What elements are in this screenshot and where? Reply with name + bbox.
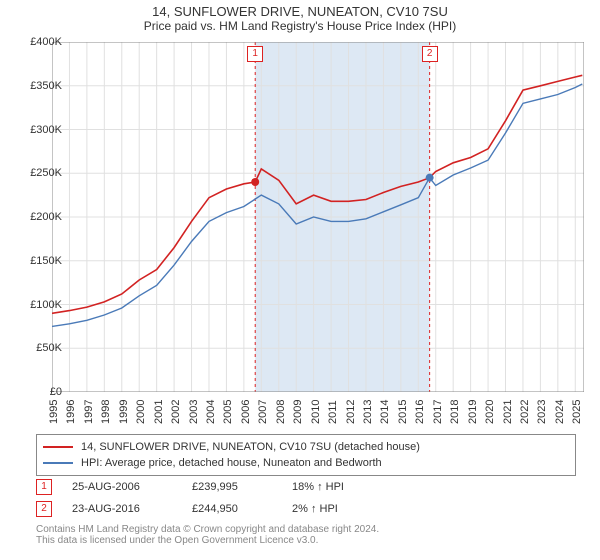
x-tick-label: 2013 (362, 400, 374, 424)
page-subtitle: Price paid vs. HM Land Registry's House … (0, 19, 600, 35)
x-tick-label: 2017 (432, 400, 444, 424)
x-tick-label: 2004 (205, 400, 217, 424)
x-tick-label: 2024 (554, 400, 566, 424)
x-tick-label: 2005 (222, 400, 234, 424)
x-tick-label: 2012 (345, 400, 357, 424)
footer-line: Contains HM Land Registry data © Crown c… (36, 524, 379, 535)
page-title: 14, SUNFLOWER DRIVE, NUNEATON, CV10 7SU (0, 0, 600, 19)
x-tick-label: 2008 (275, 400, 287, 424)
sale-diff: 18% ↑ HPI (292, 481, 344, 493)
x-tick-label: 1999 (118, 400, 130, 424)
table-row: 1 25-AUG-2006 £239,995 18% ↑ HPI (36, 476, 344, 498)
x-tick-label: 2006 (240, 400, 252, 424)
legend-swatch (43, 462, 73, 464)
y-tick-label: £250K (30, 167, 62, 179)
x-tick-label: 1998 (100, 400, 112, 424)
chart (52, 42, 584, 392)
footer-line: This data is licensed under the Open Gov… (36, 535, 379, 546)
x-tick-label: 2023 (536, 400, 548, 424)
sale-price: £239,995 (192, 481, 272, 493)
sale-marker-badge: 2 (422, 46, 438, 62)
legend: 14, SUNFLOWER DRIVE, NUNEATON, CV10 7SU … (36, 434, 576, 476)
x-tick-label: 2011 (327, 400, 339, 424)
table-row: 2 23-AUG-2016 £244,950 2% ↑ HPI (36, 498, 344, 520)
y-tick-label: £50K (36, 342, 62, 354)
x-tick-label: 2020 (484, 400, 496, 424)
x-tick-label: 2021 (502, 400, 514, 424)
x-tick-label: 2015 (397, 400, 409, 424)
y-tick-label: £0 (50, 386, 62, 398)
x-tick-label: 2019 (467, 400, 479, 424)
legend-item: HPI: Average price, detached house, Nune… (43, 455, 569, 471)
x-tick-label: 2009 (292, 400, 304, 424)
sale-marker-badge: 1 (247, 46, 263, 62)
x-tick-label: 2018 (449, 400, 461, 424)
x-tick-label: 2025 (571, 400, 583, 424)
x-tick-label: 1996 (65, 400, 77, 424)
legend-label: 14, SUNFLOWER DRIVE, NUNEATON, CV10 7SU … (81, 441, 420, 453)
x-tick-label: 1995 (48, 400, 60, 424)
legend-item: 14, SUNFLOWER DRIVE, NUNEATON, CV10 7SU … (43, 439, 569, 455)
x-tick-label: 2001 (153, 400, 165, 424)
x-tick-label: 2016 (414, 400, 426, 424)
y-tick-label: £400K (30, 36, 62, 48)
x-tick-label: 2010 (310, 400, 322, 424)
sale-price: £244,950 (192, 503, 272, 515)
y-tick-label: £350K (30, 80, 62, 92)
legend-label: HPI: Average price, detached house, Nune… (81, 457, 382, 469)
x-tick-label: 2000 (135, 400, 147, 424)
footer: Contains HM Land Registry data © Crown c… (36, 524, 379, 546)
x-tick-label: 2002 (170, 400, 182, 424)
x-tick-label: 1997 (83, 400, 95, 424)
x-tick-label: 2003 (188, 400, 200, 424)
y-tick-label: £200K (30, 211, 62, 223)
legend-swatch (43, 446, 73, 448)
chart-svg (52, 42, 584, 392)
sale-diff: 2% ↑ HPI (292, 503, 338, 515)
sale-badge: 1 (36, 479, 52, 495)
y-tick-label: £100K (30, 299, 62, 311)
x-tick-label: 2022 (519, 400, 531, 424)
sale-date: 25-AUG-2006 (72, 481, 172, 493)
x-tick-label: 2014 (379, 400, 391, 424)
sale-date: 23-AUG-2016 (72, 503, 172, 515)
y-tick-label: £150K (30, 255, 62, 267)
y-tick-label: £300K (30, 124, 62, 136)
x-tick-label: 2007 (257, 400, 269, 424)
sales-table: 1 25-AUG-2006 £239,995 18% ↑ HPI 2 23-AU… (36, 476, 344, 520)
sale-badge: 2 (36, 501, 52, 517)
